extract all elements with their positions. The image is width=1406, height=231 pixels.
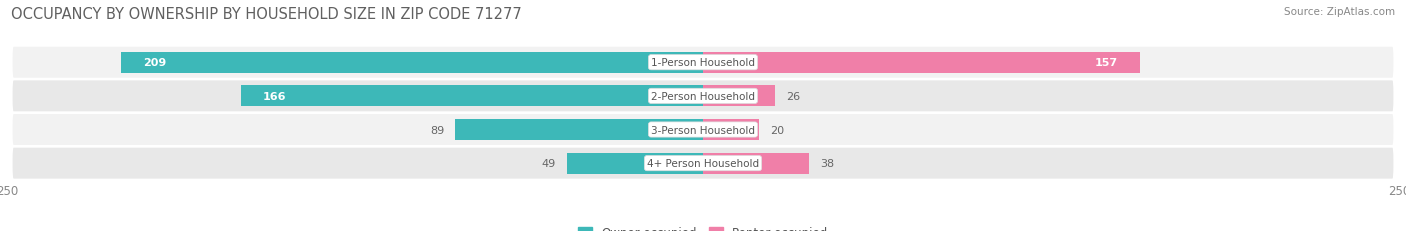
Text: 166: 166	[263, 91, 287, 101]
Bar	[703, 153, 808, 174]
Text: 1-Person Household: 1-Person Household	[651, 58, 755, 68]
FancyBboxPatch shape	[13, 81, 1393, 112]
Bar	[703, 53, 1140, 73]
Bar	[567, 153, 703, 174]
Text: 20: 20	[770, 125, 785, 135]
Text: 38: 38	[820, 158, 834, 168]
Text: 26: 26	[786, 91, 800, 101]
Bar	[703, 120, 759, 140]
Bar	[456, 120, 703, 140]
Text: 157: 157	[1095, 58, 1118, 68]
Text: Source: ZipAtlas.com: Source: ZipAtlas.com	[1284, 7, 1395, 17]
FancyBboxPatch shape	[13, 115, 1393, 145]
Bar	[703, 153, 808, 174]
Text: 209: 209	[143, 58, 167, 68]
FancyBboxPatch shape	[13, 48, 1393, 78]
Text: 89: 89	[430, 125, 444, 135]
Text: 2-Person Household: 2-Person Household	[651, 91, 755, 101]
Bar	[703, 120, 759, 140]
Text: 4+ Person Household: 4+ Person Household	[647, 158, 759, 168]
Legend: Owner-occupied, Renter-occupied: Owner-occupied, Renter-occupied	[572, 222, 834, 231]
Bar	[703, 53, 1140, 73]
Bar	[240, 86, 703, 107]
Bar	[703, 86, 775, 107]
Bar	[121, 53, 703, 73]
Text: 49: 49	[541, 158, 555, 168]
Bar	[703, 86, 775, 107]
Text: 3-Person Household: 3-Person Household	[651, 125, 755, 135]
Text: OCCUPANCY BY OWNERSHIP BY HOUSEHOLD SIZE IN ZIP CODE 71277: OCCUPANCY BY OWNERSHIP BY HOUSEHOLD SIZE…	[11, 7, 522, 22]
FancyBboxPatch shape	[13, 148, 1393, 179]
